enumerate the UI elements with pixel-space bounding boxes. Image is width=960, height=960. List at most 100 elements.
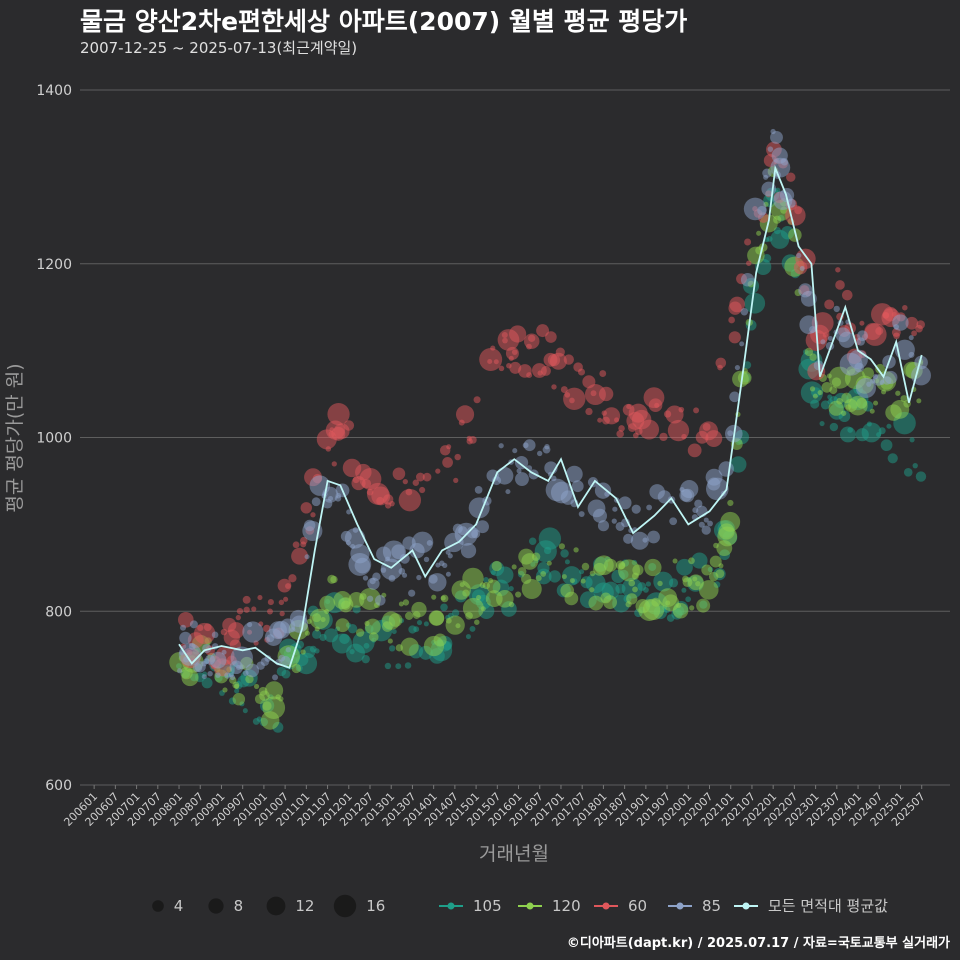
data-point-85 <box>346 509 352 515</box>
data-point-120 <box>873 400 879 406</box>
data-point-60 <box>473 396 481 404</box>
average-line-layer <box>178 164 923 669</box>
data-point-120 <box>431 594 437 600</box>
data-point-105 <box>528 537 537 545</box>
data-point-105 <box>339 633 350 645</box>
data-point-60 <box>402 478 408 485</box>
data-point-120 <box>445 615 465 635</box>
y-axis-title: 평균 평당가(만 원) <box>4 363 26 512</box>
data-point-120 <box>320 616 326 623</box>
data-point-85 <box>344 528 366 549</box>
data-point-120 <box>440 595 446 601</box>
data-point-105 <box>915 471 927 482</box>
data-point-60 <box>678 406 685 413</box>
data-point-60 <box>454 453 461 461</box>
data-point-85 <box>770 130 783 144</box>
data-point-120 <box>433 633 447 647</box>
data-point-120 <box>809 386 816 392</box>
data-point-85 <box>474 486 483 494</box>
data-point-105 <box>469 625 476 632</box>
data-point-120 <box>632 586 638 593</box>
data-point-120 <box>278 696 284 702</box>
data-point-85 <box>657 490 671 504</box>
data-point-85 <box>892 314 909 331</box>
data-point-60 <box>794 206 803 215</box>
y-tick-label: 600 <box>45 778 72 794</box>
data-point-85 <box>796 252 802 259</box>
data-point-105 <box>730 456 747 473</box>
data-point-85 <box>740 308 749 316</box>
data-point-120 <box>561 574 567 580</box>
data-point-85 <box>618 496 632 510</box>
data-point-85 <box>705 477 729 501</box>
color-legend: 105 120 60 85 모든 면적대 평균값 <box>439 897 888 915</box>
data-point-85 <box>327 495 334 502</box>
data-point-60 <box>455 405 475 424</box>
data-point-120 <box>862 367 874 380</box>
data-point-120 <box>355 628 365 637</box>
data-point-85 <box>571 480 584 493</box>
data-point-85 <box>833 305 840 313</box>
data-point-120 <box>603 595 618 610</box>
data-point-120 <box>474 619 480 625</box>
data-point-120 <box>756 230 762 236</box>
data-point-85 <box>611 518 617 524</box>
data-point-60 <box>446 444 452 450</box>
x-axis-title: 거래년월 <box>479 843 549 865</box>
data-point-60 <box>693 407 700 414</box>
color-legend-label: 모든 면적대 평균값 <box>768 897 888 915</box>
data-point-105 <box>314 648 320 654</box>
data-point-85 <box>280 655 291 667</box>
data-point-60 <box>469 436 477 444</box>
data-point-120 <box>387 638 393 644</box>
data-point-105 <box>668 578 679 588</box>
data-point-60 <box>902 304 908 311</box>
data-point-120 <box>718 563 724 569</box>
chart-title: 물금 양산2차e편한세상 아파트(2007) 월별 평균 평당가 <box>80 7 688 36</box>
data-point-60 <box>728 331 741 344</box>
data-point-120 <box>540 571 547 577</box>
data-point-85 <box>523 439 536 452</box>
data-point-85 <box>542 445 551 454</box>
data-point-60 <box>442 457 453 468</box>
data-point-60 <box>523 333 540 349</box>
data-point-85 <box>740 273 755 287</box>
data-point-60 <box>300 502 313 514</box>
data-point-120 <box>689 605 695 611</box>
data-point-60 <box>555 347 565 357</box>
data-point-85 <box>188 643 196 650</box>
data-point-85 <box>594 482 612 499</box>
data-point-105 <box>676 558 693 576</box>
data-point-60 <box>654 402 660 408</box>
y-axis-ticks: 600 800 1000 1200 1400 <box>36 83 72 794</box>
data-point-105 <box>743 361 752 369</box>
data-point-120 <box>364 618 381 635</box>
data-point-85 <box>177 668 183 674</box>
data-point-85 <box>209 651 227 669</box>
data-point-60 <box>291 547 309 565</box>
data-point-120 <box>546 560 552 566</box>
data-point-85 <box>426 540 433 546</box>
data-point-105 <box>451 609 460 617</box>
data-point-85 <box>669 517 678 526</box>
data-point-60 <box>392 467 406 481</box>
color-legend-label: 105 <box>473 897 502 915</box>
data-point-120 <box>812 393 818 399</box>
data-point-85 <box>242 621 264 643</box>
data-point-120 <box>511 564 517 570</box>
data-point-60 <box>875 327 884 336</box>
data-point-120 <box>429 610 445 626</box>
color-legend-marker <box>447 902 455 910</box>
data-point-60 <box>288 574 297 583</box>
data-point-105 <box>886 423 892 429</box>
data-point-85 <box>179 631 192 645</box>
data-point-105 <box>560 549 569 558</box>
data-point-120 <box>480 606 486 612</box>
data-point-105 <box>496 566 514 584</box>
data-point-105 <box>440 603 448 612</box>
data-point-60 <box>614 417 620 423</box>
size-legend-marker <box>208 898 224 914</box>
data-point-85 <box>372 572 381 581</box>
data-point-85 <box>908 335 914 341</box>
data-point-60 <box>243 606 250 613</box>
